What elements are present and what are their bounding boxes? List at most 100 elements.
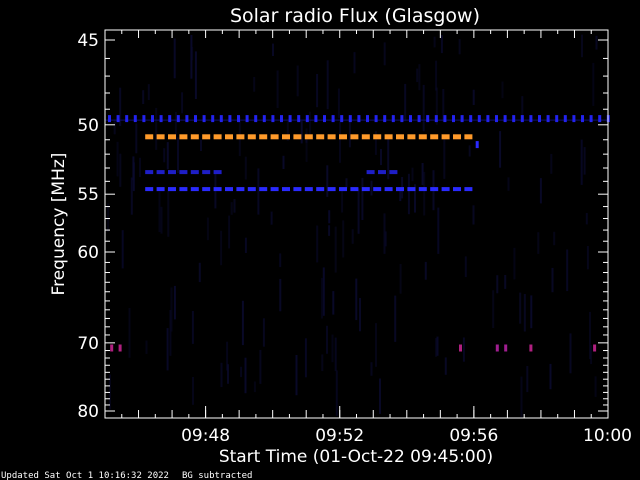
- emission-spot: [593, 344, 597, 352]
- band-dash: [453, 187, 461, 192]
- band-dash: [378, 170, 386, 175]
- band-dash: [270, 134, 279, 140]
- noise-streak: [513, 247, 516, 280]
- updated-timestamp: Updated Sat Oct 1 10:16:32 2022: [1, 471, 169, 480]
- noise-streak: [384, 231, 387, 247]
- noise-streak: [173, 285, 176, 320]
- band-dash: [339, 187, 347, 192]
- noise-streak: [158, 191, 161, 233]
- band-dash: [247, 134, 256, 140]
- band-tick: [495, 115, 498, 123]
- band-dash: [247, 187, 256, 192]
- noise-streak: [259, 349, 262, 384]
- noise-streak: [331, 334, 334, 363]
- noise-streak: [135, 123, 138, 154]
- noise-streak: [316, 74, 319, 108]
- band-dash: [396, 187, 404, 192]
- band-tick: [323, 115, 326, 123]
- band-dash: [259, 187, 268, 192]
- band-tick: [297, 115, 301, 123]
- noise-streak: [270, 211, 273, 225]
- noise-streak: [342, 220, 345, 258]
- band-tick: [176, 115, 180, 123]
- emission-spot: [495, 344, 499, 352]
- noise-streak: [357, 188, 360, 234]
- noise-streak: [326, 325, 328, 354]
- band-tick: [254, 115, 258, 123]
- noise-streak: [435, 87, 438, 125]
- band-dash: [225, 134, 233, 140]
- noise-streak: [257, 168, 260, 215]
- noise-streak: [345, 178, 348, 189]
- noise-streak: [424, 261, 427, 280]
- band-dash: [304, 134, 313, 140]
- band-dash: [225, 187, 233, 192]
- y-tick-label: 50: [77, 116, 99, 136]
- band-tick: [340, 115, 344, 123]
- band-tick: [314, 115, 318, 123]
- noise-streak: [566, 249, 569, 292]
- noise-streak: [444, 357, 447, 375]
- noise-streak: [166, 142, 169, 170]
- noise-streak: [569, 333, 572, 374]
- noise-streak: [442, 89, 445, 122]
- band-dash: [407, 134, 416, 140]
- noise-streak: [253, 77, 256, 92]
- noise-streak: [335, 370, 338, 416]
- noise-streak: [550, 153, 553, 174]
- band-dash: [453, 134, 461, 140]
- band-dash: [373, 134, 382, 140]
- noise-streak: [443, 137, 446, 179]
- y-tick-label: 60: [77, 243, 99, 263]
- noise-streak: [279, 253, 282, 268]
- band-tick: [219, 115, 223, 123]
- noise-streak: [583, 147, 586, 175]
- noise-streak: [192, 377, 194, 405]
- noise-streak: [296, 65, 299, 97]
- bg-subtracted-note: BG subtracted: [182, 471, 252, 480]
- noise-streak: [244, 156, 247, 180]
- band-dash: [327, 187, 336, 192]
- noise-streak: [341, 187, 344, 213]
- noise-streak: [422, 84, 425, 132]
- noise-streak: [526, 366, 529, 393]
- band-tick: [237, 115, 240, 123]
- noise-streak: [539, 178, 542, 204]
- y-tick-label: 45: [77, 31, 99, 51]
- x-tick-label: 09:56: [449, 426, 498, 446]
- band-tick: [546, 115, 550, 123]
- noise-streak: [433, 36, 436, 48]
- band-tick: [589, 115, 593, 123]
- noise-streak: [472, 205, 475, 225]
- noise-streak: [414, 184, 416, 213]
- band-dash: [179, 134, 188, 140]
- noise-streak: [147, 84, 150, 100]
- band-dash: [464, 134, 473, 140]
- noise-streak: [464, 256, 467, 278]
- band-dash: [350, 134, 359, 140]
- emission-spot: [529, 344, 533, 352]
- band-dash: [213, 187, 222, 192]
- band-dash: [168, 134, 176, 140]
- band-tick: [417, 115, 421, 123]
- noise-streak: [370, 180, 373, 196]
- noise-streak: [305, 128, 308, 162]
- band-tick: [116, 115, 120, 123]
- noise-streak: [198, 262, 201, 283]
- emission-bands: [105, 115, 610, 192]
- noise-streak: [253, 381, 256, 393]
- noise-streak: [142, 90, 145, 104]
- band-dash: [202, 134, 211, 140]
- noise-streak: [334, 337, 337, 372]
- emission-spot: [504, 344, 508, 352]
- background-noise: [107, 34, 598, 417]
- emission-spots: [110, 141, 597, 352]
- noise-streak: [504, 275, 507, 289]
- noise-streak: [521, 96, 524, 120]
- noise-streak: [328, 225, 331, 236]
- noise-streak: [128, 308, 131, 358]
- band-dash: [190, 170, 199, 175]
- band-dash: [213, 134, 222, 140]
- band-tick: [477, 115, 481, 123]
- band-tick: [133, 115, 137, 123]
